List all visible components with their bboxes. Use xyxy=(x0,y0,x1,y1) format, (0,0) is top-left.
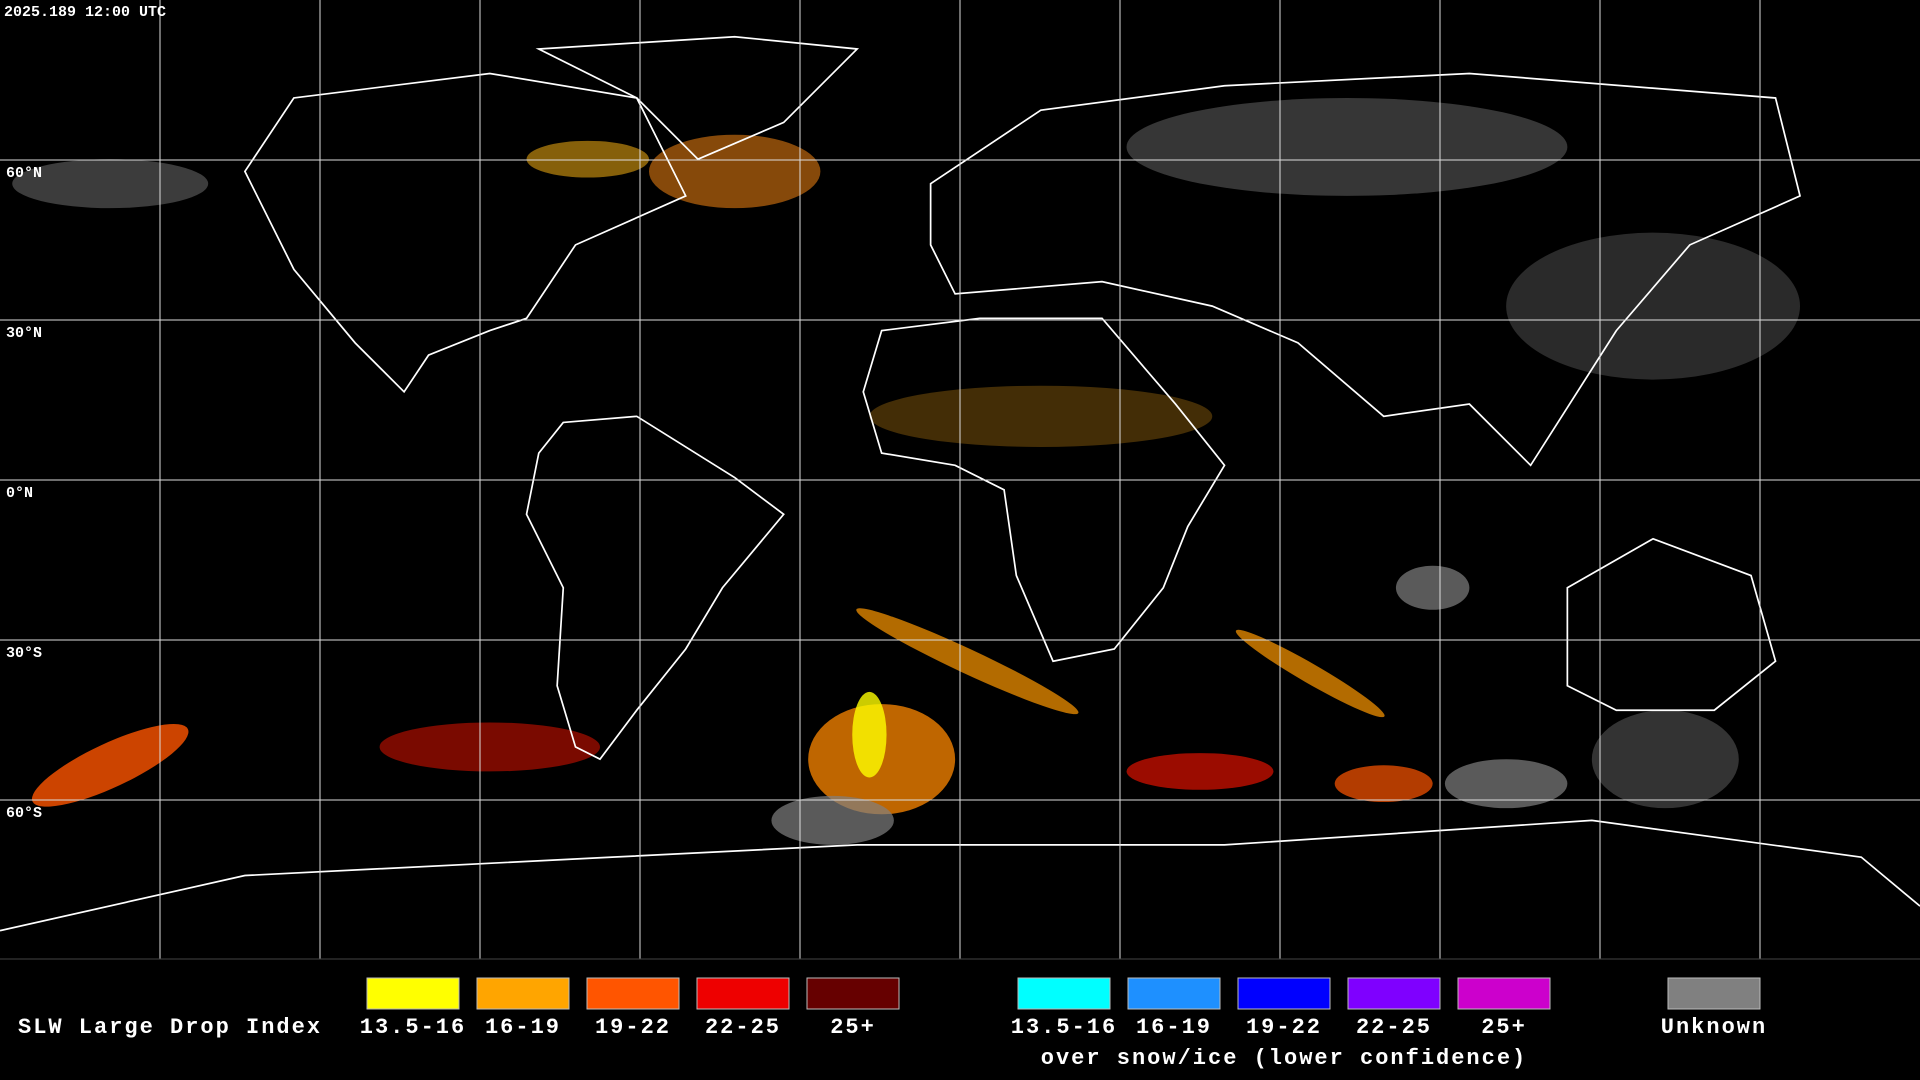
coastline xyxy=(525,415,785,761)
cloud xyxy=(31,723,189,807)
cloud xyxy=(1395,565,1470,610)
legend-label: 16-19 xyxy=(1136,1015,1212,1040)
coastline xyxy=(535,35,860,161)
cloud xyxy=(1444,759,1568,809)
legend-label: 22-25 xyxy=(705,1015,781,1040)
graticule: 60°N 30°N 0°N 30°S 60°S xyxy=(0,0,1920,959)
legend-label: 16-19 xyxy=(485,1015,561,1040)
legend-swatch xyxy=(366,977,460,1010)
cloud xyxy=(869,385,1213,447)
cloud xyxy=(1126,753,1274,790)
legend-swatch xyxy=(1457,977,1551,1010)
legend-label: 22-25 xyxy=(1356,1015,1432,1040)
legend-label: 25+ xyxy=(830,1015,876,1040)
legend-label: 13.5-16 xyxy=(360,1015,466,1040)
lat-label: 30°N xyxy=(6,325,42,342)
coastlines xyxy=(0,35,1920,932)
lat-label: 30°S xyxy=(6,645,42,662)
legend-swatch xyxy=(806,977,900,1010)
cloud-patches xyxy=(12,97,1801,845)
lat-label: 60°N xyxy=(6,165,42,182)
legend-label: 13.5-16 xyxy=(1011,1015,1117,1040)
legend-label: 19-22 xyxy=(1246,1015,1322,1040)
cloud xyxy=(1126,97,1568,196)
cloud xyxy=(1334,765,1433,803)
legend-swatch xyxy=(1127,977,1221,1010)
coastline xyxy=(1566,537,1777,712)
cloud xyxy=(852,691,887,778)
cloud xyxy=(771,795,894,845)
legend-note: over snow/ice (lower confidence) xyxy=(1041,1046,1527,1071)
legend-swatch xyxy=(1237,977,1331,1010)
cloud xyxy=(1235,629,1385,718)
coastline xyxy=(0,819,1920,932)
legend-swatch xyxy=(1667,977,1761,1010)
legend-swatch xyxy=(1347,977,1441,1010)
cloud xyxy=(379,722,601,772)
coastline xyxy=(929,72,1802,467)
lat-label: 60°S xyxy=(6,805,42,822)
legend-label: Unknown xyxy=(1661,1015,1767,1040)
timestamp: 2025.189 12:00 UTC xyxy=(4,4,166,21)
cloud xyxy=(1591,710,1739,809)
legend-swatch xyxy=(1017,977,1111,1010)
cloud xyxy=(856,608,1079,715)
lat-label: 0°N xyxy=(6,485,33,502)
cloud xyxy=(1506,232,1801,380)
legend: 13.5-16 16-19 19-22 22-25 25+ 13.5-16 16-19 19-… xyxy=(360,977,1767,1040)
legend-swatch xyxy=(476,977,570,1010)
legend-swatch xyxy=(696,977,790,1010)
legend-label: 25+ xyxy=(1481,1015,1527,1040)
legend-swatch xyxy=(586,977,680,1010)
cloud xyxy=(12,159,209,209)
cloud xyxy=(648,134,821,209)
cloud xyxy=(526,140,649,178)
legend-label: 19-22 xyxy=(595,1015,671,1040)
legend-title: SLW Large Drop Index xyxy=(18,1015,322,1040)
coastline xyxy=(862,317,1226,663)
